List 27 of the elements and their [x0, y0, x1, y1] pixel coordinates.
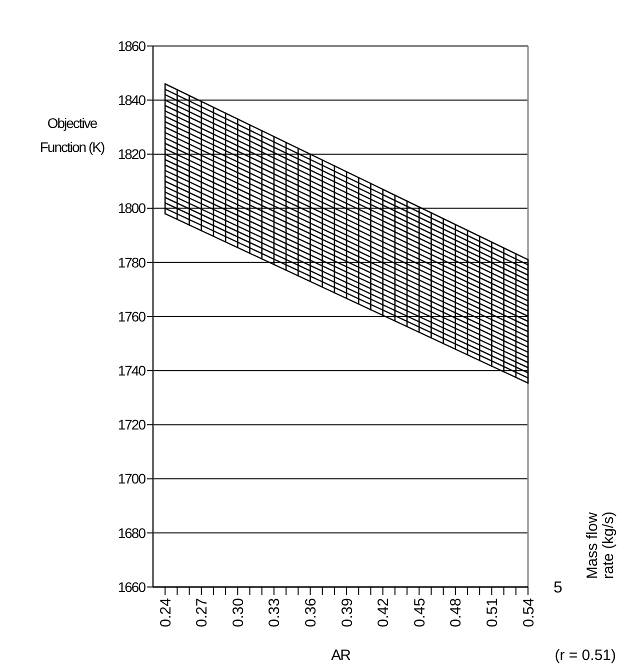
y-axis-title: Objective Function (K): [40, 115, 104, 155]
y-tick-label: 1760: [118, 308, 146, 324]
text: 5: [554, 580, 563, 597]
y2-axis-title: Mass flow rate (kg/s): [584, 511, 617, 579]
y-tick-label: 1840: [118, 92, 146, 108]
x-tick-label: 0.42: [375, 598, 392, 628]
y-tick-label: 1660: [118, 578, 146, 595]
x-tick-label: 0.36: [302, 598, 320, 628]
y-tick-label: 1800: [118, 200, 146, 216]
x-tick-label: 0.24: [157, 598, 174, 628]
y-tick-label: 1860: [118, 38, 146, 54]
y-tick-label: 1700: [118, 470, 146, 487]
x-tick-label: 0.33: [266, 598, 284, 628]
x-tick-label: 0.54: [520, 598, 538, 628]
x-tick-label: 0.30: [230, 598, 247, 628]
y-tick-label: 1780: [118, 254, 146, 270]
x-tick-label: 0.51: [484, 598, 501, 628]
text: (r = 0.51): [554, 647, 616, 664]
x-tick-label: 0.27: [194, 598, 211, 628]
x-axis-title: AR: [331, 647, 352, 664]
x-tick-label: 0.48: [448, 598, 465, 628]
y-tick-label: 1820: [118, 146, 146, 162]
x-tick-label: 0.45: [411, 598, 428, 628]
y-tick-label: 1720: [118, 416, 146, 433]
x-tick-label: 0.39: [338, 598, 356, 628]
y-tick-label: 1680: [118, 524, 146, 541]
y-tick-label: 1740: [118, 362, 146, 378]
